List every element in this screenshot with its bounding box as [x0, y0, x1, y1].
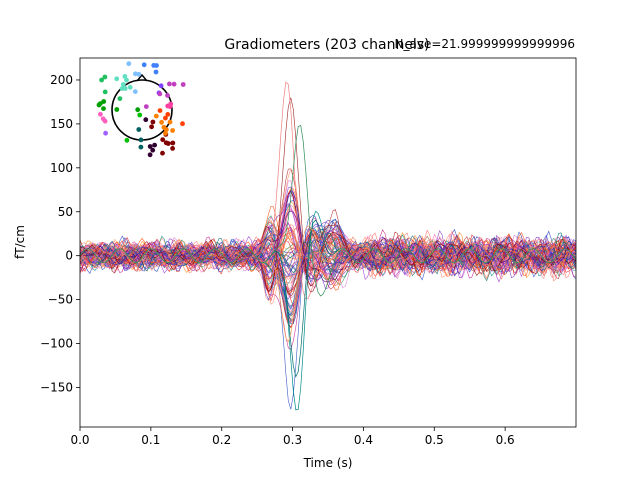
y-tick-label: 0: [65, 249, 73, 263]
sensor-dot: [159, 119, 165, 125]
sensor-dot: [152, 142, 158, 148]
sensor-dot: [167, 81, 172, 87]
sensor-dot: [149, 124, 155, 130]
y-axis: −150 −100 −50 0 50 100 150 200: [40, 73, 80, 394]
sensor-dot: [157, 91, 163, 97]
sensor-dot: [160, 150, 165, 156]
channel-trace: [79, 224, 577, 297]
sensor-dot: [165, 112, 171, 117]
sensor-dot: [122, 86, 128, 91]
nave-annotation: N_ave=21.999999999999996: [395, 37, 575, 51]
sensor-dot: [165, 93, 170, 98]
channel-trace: [79, 220, 577, 284]
sensor-dot: [136, 127, 142, 132]
sensor-dot: [114, 76, 120, 82]
sensor-dot: [147, 144, 153, 149]
y-tick-label: 100: [50, 161, 73, 175]
sensor-dot: [135, 107, 141, 113]
plot-frame: [79, 57, 577, 428]
channel-trace: [79, 97, 577, 293]
sensor-dot: [151, 63, 157, 68]
sensor-dot: [158, 83, 164, 89]
sensor-dot: [147, 152, 153, 158]
sensor-dot: [180, 121, 185, 127]
chart-title: Gradiometers (203 channels): [224, 37, 429, 53]
sensor-layout-inset: [96, 61, 186, 158]
sensor-dot: [99, 77, 104, 83]
y-tick-label: −150: [40, 380, 73, 394]
x-tick-label: 0.2: [212, 433, 231, 447]
channel-trace: [79, 234, 577, 309]
channel-trace: [79, 223, 577, 283]
sensor-dot: [171, 81, 177, 87]
sensor-dot: [157, 108, 163, 113]
channel-trace: [79, 216, 577, 291]
sensor-dot: [138, 144, 144, 150]
y-tick-label: −100: [40, 337, 73, 351]
sensor-dot: [153, 113, 159, 119]
y-tick-label: 200: [50, 73, 73, 87]
sensor-dot: [170, 146, 176, 151]
y-tick-label: 50: [58, 205, 73, 219]
sensor-dot: [160, 137, 166, 143]
sensor-dot: [143, 117, 149, 123]
x-tick-label: 0.5: [425, 433, 444, 447]
channel-trace: [79, 124, 577, 297]
sensor-dot: [117, 96, 123, 101]
sensor-dot: [101, 106, 106, 111]
x-tick-label: 0.6: [496, 433, 515, 447]
x-tick-label: 0.3: [283, 433, 302, 447]
head-nose: [136, 73, 148, 82]
y-axis-label: fT/cm: [13, 225, 27, 259]
sensor-dot: [102, 89, 108, 95]
sensor-dot: [180, 82, 186, 87]
sensor-dot: [114, 107, 120, 112]
sensor-dot: [150, 119, 156, 125]
sensor-dot: [150, 147, 156, 153]
sensor-dot: [165, 141, 171, 146]
sensor-dot: [136, 71, 142, 77]
sensor-dot: [98, 111, 103, 117]
sensor-dot: [163, 130, 168, 136]
sensor-dot: [143, 104, 149, 109]
x-axis: 0.0 0.1 0.2 0.3 0.4 0.5 0.6: [70, 427, 515, 447]
sensor-dot: [122, 74, 128, 79]
sensor-dot: [124, 77, 129, 83]
sensor-dot: [124, 137, 130, 143]
sensor-dot: [102, 74, 108, 80]
sensor-dot: [141, 62, 147, 68]
sensor-dot: [132, 89, 138, 94]
x-axis-label: Time (s): [303, 456, 353, 470]
sensor-dot: [103, 130, 108, 136]
sensor-dot: [133, 71, 138, 77]
sensor-dot: [163, 115, 168, 121]
channel-trace: [79, 225, 577, 272]
sensor-dot: [120, 82, 126, 87]
sensor-dot: [170, 140, 176, 146]
sensor-dot: [102, 118, 108, 124]
x-tick-label: 0.0: [70, 433, 89, 447]
x-tick-label: 0.4: [354, 433, 373, 447]
y-tick-label: −50: [48, 293, 73, 307]
sensor-dot: [127, 84, 133, 90]
sensor-dot: [126, 61, 132, 67]
sensor-dot: [137, 112, 143, 118]
sensor-dot: [97, 101, 103, 106]
channel-traces: [79, 81, 577, 411]
sensor-dot: [138, 137, 144, 143]
x-tick-label: 0.1: [141, 433, 160, 447]
sensor-dot: [167, 119, 173, 125]
sensor-dot: [165, 103, 171, 109]
sensor-dot: [164, 127, 169, 133]
sensor-dot: [153, 69, 159, 75]
sensor-dot: [170, 128, 176, 133]
y-tick-label: 150: [50, 117, 73, 131]
